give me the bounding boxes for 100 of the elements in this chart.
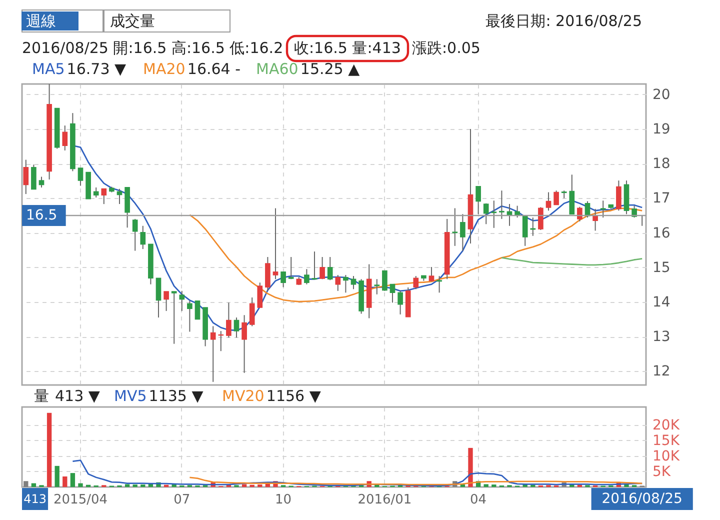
y-tick-label: 14 xyxy=(652,294,670,310)
candlestick xyxy=(164,291,169,312)
candlestick xyxy=(483,202,489,225)
candlestick xyxy=(101,188,107,205)
candlestick xyxy=(452,208,458,246)
candlestick xyxy=(390,284,396,304)
y-tick-label: 15K xyxy=(652,432,680,449)
text: MV20 xyxy=(222,387,264,405)
candlestick xyxy=(78,168,84,186)
candlestick xyxy=(288,256,294,280)
candlestick xyxy=(304,268,310,285)
y-tick-label: 17 xyxy=(652,190,670,207)
candlestick xyxy=(194,300,200,320)
line-series xyxy=(501,256,643,266)
candlestick xyxy=(320,256,325,280)
candlestick xyxy=(616,180,622,212)
candlestick xyxy=(265,256,270,292)
x-tick-label: 2016/01 xyxy=(358,492,412,508)
text: 1135 ▼ xyxy=(148,387,204,405)
candlestick xyxy=(226,302,232,338)
candlestick xyxy=(335,274,341,292)
text: MA60 xyxy=(256,60,298,78)
y-tick-label: 5K xyxy=(652,464,672,480)
candlestick xyxy=(218,330,224,352)
candlestick xyxy=(592,208,598,232)
bar xyxy=(54,466,60,487)
candlestick xyxy=(327,256,333,281)
text: 413 xyxy=(24,492,46,506)
candlestick xyxy=(116,188,122,205)
candlestick xyxy=(374,278,380,295)
text: 15.25 ▲ xyxy=(300,60,360,78)
bar xyxy=(484,484,488,487)
candlestick xyxy=(398,290,403,315)
candlestick xyxy=(522,215,528,246)
series-label: 量 xyxy=(34,387,49,405)
x-tick-label: 07 xyxy=(174,492,190,508)
candlestick xyxy=(554,190,559,206)
candlestick xyxy=(530,217,536,236)
bar xyxy=(46,412,52,487)
text: 漲跌:0.05 xyxy=(412,39,480,57)
candlestick xyxy=(382,270,388,292)
candlestick xyxy=(577,206,582,222)
text: 收:16.5 量:413 xyxy=(294,39,401,57)
bar xyxy=(70,473,76,487)
text: 2016/08/25 開:16.5 高:16.5 低:16.2 xyxy=(22,39,284,57)
candlestick xyxy=(476,186,481,215)
y-tick-label: 16 xyxy=(652,225,670,242)
candlestick xyxy=(249,296,255,327)
y-tick-label: 15 xyxy=(652,260,670,276)
candlestick xyxy=(156,278,162,318)
y-tick-label: 10K xyxy=(652,448,680,464)
candlestick xyxy=(538,206,544,230)
candlestick xyxy=(93,186,99,198)
x-tick-label: 10 xyxy=(275,492,292,508)
bar xyxy=(78,483,83,487)
bar xyxy=(62,476,68,487)
candlestick xyxy=(257,282,263,308)
x-tick-label: 2015/04 xyxy=(53,492,108,508)
candlestick xyxy=(546,192,552,212)
candlestick xyxy=(350,276,356,290)
candlestick xyxy=(312,250,318,280)
text: 16.64 - xyxy=(187,60,241,78)
candlestick xyxy=(436,276,442,294)
candlestick xyxy=(428,266,434,282)
text: 成交量 xyxy=(110,12,155,30)
candlestick xyxy=(62,125,68,151)
text: 16.73 ▼ xyxy=(66,60,127,78)
text: 1156 ▼ xyxy=(266,387,322,405)
text: 413 ▼ xyxy=(55,387,100,405)
candlestick xyxy=(23,159,29,195)
y-tick-label: 20 xyxy=(652,86,670,103)
bar xyxy=(31,483,36,487)
candlestick xyxy=(234,317,240,338)
bar xyxy=(24,481,28,487)
candlestick xyxy=(600,200,606,218)
candlestick xyxy=(460,214,466,252)
text: 最後日期: 2016/08/25 xyxy=(486,12,642,30)
line-series xyxy=(189,476,643,486)
text: MV5 xyxy=(114,387,147,405)
candlestick xyxy=(499,190,504,220)
candlestick xyxy=(280,271,286,288)
text: MA5 xyxy=(32,60,65,78)
bar xyxy=(242,484,247,487)
candlestick xyxy=(210,326,216,382)
candlestick xyxy=(343,274,348,294)
y-tick-label: 18 xyxy=(652,156,670,172)
candlestick xyxy=(38,176,44,188)
candlestick xyxy=(242,314,247,374)
candlestick xyxy=(632,205,637,218)
y-tick-label: 19 xyxy=(652,121,670,138)
candlestick xyxy=(413,276,419,290)
candlestick xyxy=(132,218,138,252)
x-tick-label: 2016/08/25 xyxy=(602,491,682,507)
candlestick xyxy=(272,208,278,280)
bar xyxy=(124,484,130,487)
text: MA20 xyxy=(143,60,186,78)
bar xyxy=(468,448,473,487)
x-tick-label: 04 xyxy=(470,492,487,508)
y-tick-label: 20K xyxy=(652,417,680,434)
candlestick xyxy=(31,164,36,190)
